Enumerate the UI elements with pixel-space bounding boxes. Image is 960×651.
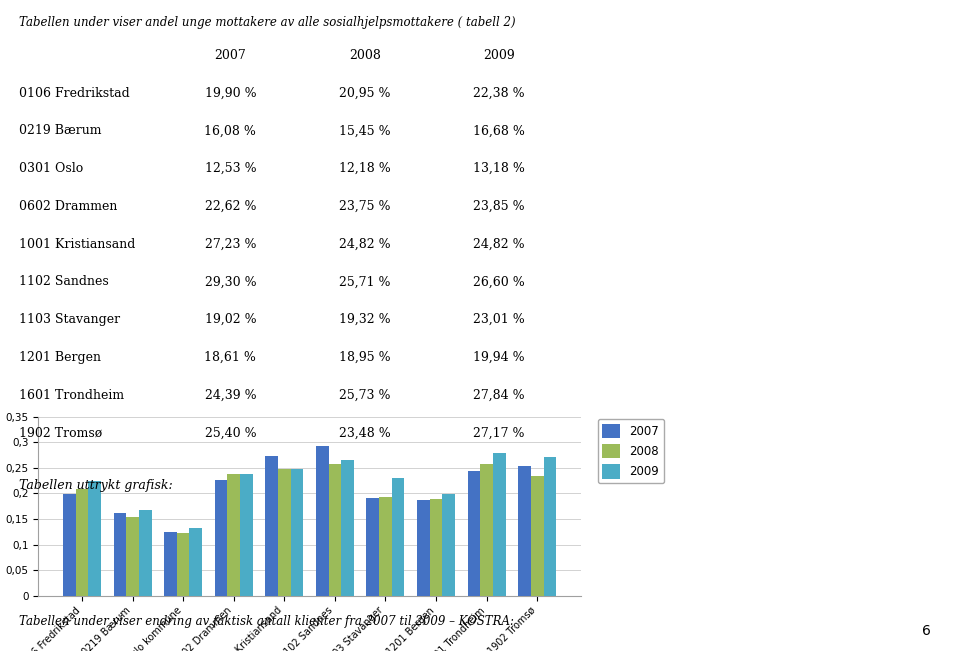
- Bar: [430, 499, 443, 596]
- Bar: [113, 514, 127, 596]
- Text: 0602 Drammen: 0602 Drammen: [19, 200, 117, 213]
- Bar: [278, 469, 291, 596]
- Text: 13,18 %: 13,18 %: [473, 162, 525, 175]
- Text: 24,82 %: 24,82 %: [339, 238, 391, 251]
- Bar: [265, 456, 278, 596]
- Text: 25,73 %: 25,73 %: [339, 389, 391, 402]
- Bar: [328, 464, 341, 596]
- Bar: [543, 457, 556, 596]
- Text: 12,53 %: 12,53 %: [204, 162, 256, 175]
- Bar: [341, 460, 354, 596]
- Text: 23,75 %: 23,75 %: [339, 200, 391, 213]
- Text: 0106 Fredrikstad: 0106 Fredrikstad: [19, 87, 130, 100]
- Bar: [164, 532, 177, 596]
- Text: 19,02 %: 19,02 %: [204, 313, 256, 326]
- Bar: [392, 478, 404, 596]
- Text: 1103 Stavanger: 1103 Stavanger: [19, 313, 120, 326]
- Bar: [189, 528, 203, 596]
- Text: 25,71 %: 25,71 %: [339, 275, 391, 288]
- Text: 0301 Oslo: 0301 Oslo: [19, 162, 84, 175]
- Text: 25,40 %: 25,40 %: [204, 426, 256, 439]
- Bar: [139, 510, 152, 596]
- Bar: [468, 471, 480, 596]
- Text: 24,39 %: 24,39 %: [204, 389, 256, 402]
- Text: 0219 Bærum: 0219 Bærum: [19, 124, 102, 137]
- Bar: [127, 517, 139, 596]
- Legend: 2007, 2008, 2009: 2007, 2008, 2009: [597, 419, 664, 484]
- Text: 1102 Sandnes: 1102 Sandnes: [19, 275, 108, 288]
- Text: 23,48 %: 23,48 %: [339, 426, 391, 439]
- Text: 26,60 %: 26,60 %: [473, 275, 525, 288]
- Bar: [88, 481, 101, 596]
- Text: 27,23 %: 27,23 %: [204, 238, 256, 251]
- Bar: [316, 446, 328, 596]
- Bar: [531, 476, 543, 596]
- Text: Tabellen under viser andel unge mottakere av alle sosialhjelpsmottakere ( tabell: Tabellen under viser andel unge mottaker…: [19, 16, 516, 29]
- Text: 29,30 %: 29,30 %: [204, 275, 256, 288]
- Text: 15,45 %: 15,45 %: [339, 124, 391, 137]
- Text: 12,18 %: 12,18 %: [339, 162, 391, 175]
- Text: 1902 Tromsø: 1902 Tromsø: [19, 426, 103, 439]
- Text: 18,61 %: 18,61 %: [204, 351, 256, 364]
- Bar: [177, 533, 189, 596]
- Text: 19,32 %: 19,32 %: [339, 313, 391, 326]
- Text: 27,84 %: 27,84 %: [473, 389, 525, 402]
- Text: 24,82 %: 24,82 %: [473, 238, 525, 251]
- Text: 23,85 %: 23,85 %: [473, 200, 525, 213]
- Text: 16,68 %: 16,68 %: [473, 124, 525, 137]
- Text: Tabellen uttrykt grafisk:: Tabellen uttrykt grafisk:: [19, 479, 173, 492]
- Text: 1601 Trondheim: 1601 Trondheim: [19, 389, 125, 402]
- Text: Tabellen under viser endring av faktisk antall klienter fra 2007 til 2009 – KOST: Tabellen under viser endring av faktisk …: [19, 615, 515, 628]
- Text: 16,08 %: 16,08 %: [204, 124, 256, 137]
- Bar: [291, 469, 303, 596]
- Text: 1201 Bergen: 1201 Bergen: [19, 351, 101, 364]
- Text: 2008: 2008: [348, 49, 381, 62]
- Bar: [63, 494, 76, 596]
- Text: 23,01 %: 23,01 %: [473, 313, 525, 326]
- Bar: [443, 493, 455, 596]
- Text: 19,94 %: 19,94 %: [473, 351, 525, 364]
- Bar: [240, 474, 252, 596]
- Text: 18,95 %: 18,95 %: [339, 351, 391, 364]
- Bar: [215, 480, 228, 596]
- Bar: [480, 464, 492, 596]
- Text: 27,17 %: 27,17 %: [473, 426, 525, 439]
- Text: 6: 6: [923, 624, 931, 638]
- Text: 2009: 2009: [483, 49, 516, 62]
- Text: 22,62 %: 22,62 %: [204, 200, 256, 213]
- Bar: [492, 453, 506, 596]
- Bar: [228, 474, 240, 596]
- Text: 19,90 %: 19,90 %: [204, 87, 256, 100]
- Bar: [76, 488, 88, 596]
- Bar: [518, 465, 531, 596]
- Text: 1001 Kristiansand: 1001 Kristiansand: [19, 238, 135, 251]
- Bar: [367, 499, 379, 596]
- Bar: [379, 497, 392, 596]
- Bar: [417, 501, 430, 596]
- Text: 20,95 %: 20,95 %: [339, 87, 391, 100]
- Text: 2007: 2007: [214, 49, 247, 62]
- Text: 22,38 %: 22,38 %: [473, 87, 525, 100]
